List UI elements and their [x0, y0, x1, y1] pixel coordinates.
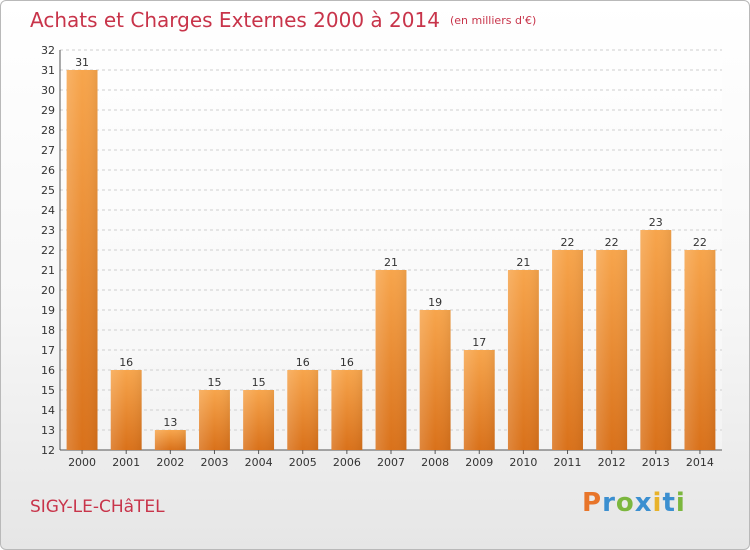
x-tick-label: 2010 [509, 456, 537, 469]
chart-subtitle: (en milliers d'€) [449, 14, 537, 27]
y-tick-label: 23 [41, 224, 55, 237]
y-tick-label: 15 [41, 384, 55, 397]
logo-letter: o [615, 488, 635, 518]
x-tick-label: 2009 [465, 456, 493, 469]
x-tick-label: 2003 [200, 456, 228, 469]
y-tick-label: 27 [41, 144, 55, 157]
x-tick-label: 2013 [642, 456, 670, 469]
data-label: 16 [340, 356, 354, 369]
data-label: 22 [561, 236, 575, 249]
x-tick-label: 2001 [112, 456, 140, 469]
y-tick-label: 20 [41, 284, 55, 297]
logo-letter: P [582, 488, 603, 518]
bar-shine [331, 370, 363, 450]
y-tick-label: 19 [41, 304, 55, 317]
bar-shine [596, 250, 628, 450]
bar-shine [419, 310, 451, 450]
y-tick-label: 14 [41, 404, 55, 417]
y-tick-label: 18 [41, 324, 55, 337]
bar-shine [287, 370, 319, 450]
data-label: 15 [207, 376, 221, 389]
y-tick-label: 13 [41, 424, 55, 437]
y-tick-label: 21 [41, 264, 55, 277]
data-label: 17 [472, 336, 486, 349]
y-tick-label: 31 [41, 64, 55, 77]
bar-shine [375, 270, 407, 450]
y-tick-label: 12 [41, 444, 55, 457]
title-text: Achats et Charges Externes 2000 à 2014 [30, 8, 440, 32]
x-tick-label: 2012 [598, 456, 626, 469]
x-tick-label: 2004 [245, 456, 273, 469]
data-label: 16 [296, 356, 310, 369]
x-tick-label: 2007 [377, 456, 405, 469]
bar-shine [243, 390, 275, 450]
x-tick-label: 2006 [333, 456, 361, 469]
data-label: 23 [649, 216, 663, 229]
bar-shine [199, 390, 230, 450]
bar-shine [552, 250, 583, 450]
bar-shine [684, 250, 716, 450]
chart-title: Achats et Charges Externes 2000 à 2014 (e… [30, 8, 536, 32]
y-tick-label: 28 [41, 124, 55, 137]
logo-letter: i [675, 488, 686, 518]
x-tick-label: 2000 [68, 456, 96, 469]
x-tick-label: 2005 [289, 456, 317, 469]
data-label: 16 [119, 356, 133, 369]
logo-letter: r [602, 488, 616, 518]
data-label: 31 [75, 56, 89, 69]
x-tick-label: 2002 [156, 456, 184, 469]
x-tick-label: 2008 [421, 456, 449, 469]
data-label: 19 [428, 296, 442, 309]
y-tick-label: 22 [41, 244, 55, 257]
y-tick-label: 16 [41, 364, 55, 377]
data-label: 21 [516, 256, 530, 269]
logo-letter: x [634, 488, 653, 518]
x-tick-label: 2014 [686, 456, 714, 469]
bar-shine [507, 270, 539, 450]
y-tick-label: 32 [41, 44, 55, 57]
logo-letter: t [662, 488, 676, 518]
town-name: SIGY-LE-CHâTEL [30, 497, 165, 517]
y-tick-label: 29 [41, 104, 55, 117]
y-tick-label: 17 [41, 344, 55, 357]
bar-shine [154, 430, 186, 450]
bar-shine [110, 370, 142, 450]
data-label: 22 [605, 236, 619, 249]
logo-letter: i [652, 488, 663, 518]
data-label: 15 [252, 376, 266, 389]
data-label: 22 [693, 236, 707, 249]
y-tick-label: 30 [41, 84, 55, 97]
y-tick-label: 26 [41, 164, 55, 177]
data-label: 21 [384, 256, 398, 269]
proxiti-logo: Proxiti [582, 488, 686, 518]
bar-shine [640, 230, 672, 450]
x-tick-label: 2011 [554, 456, 582, 469]
bar-shine [66, 70, 98, 450]
y-tick-label: 24 [41, 204, 55, 217]
y-tick-label: 25 [41, 184, 55, 197]
bar-shine [463, 350, 495, 450]
data-label: 13 [163, 416, 177, 429]
